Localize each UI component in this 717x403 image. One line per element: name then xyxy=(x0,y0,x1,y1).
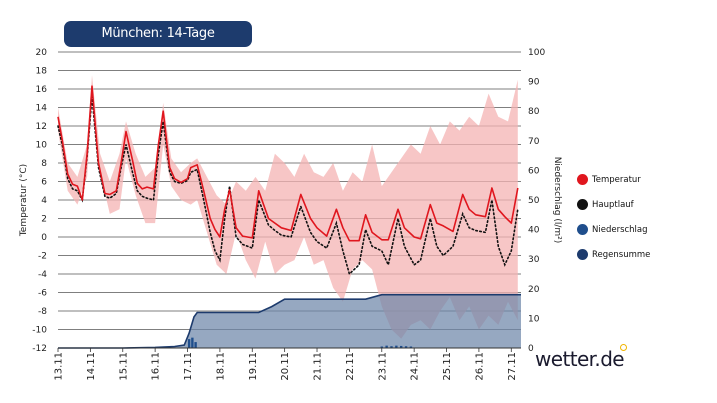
x-tick-label: 15.11 xyxy=(118,352,129,381)
niederschlag-bar xyxy=(380,346,383,348)
right-tick-label: 70 xyxy=(528,137,540,147)
right-tick-label: 50 xyxy=(528,196,540,206)
x-tick-label: 19.11 xyxy=(248,352,259,381)
right-axis-label: Niederschlag (l/m²) xyxy=(552,157,562,244)
left-tick-label: 6 xyxy=(41,178,47,188)
left-tick-label: 8 xyxy=(41,159,47,169)
temperature-spread-band xyxy=(58,75,518,339)
regensumme-area xyxy=(58,294,521,348)
temperature-swatch-icon xyxy=(577,174,588,185)
chart-title: München: 14-Tage Wettertrend xyxy=(64,21,252,67)
right-tick-label: 60 xyxy=(528,166,540,176)
left-tick-label: 18 xyxy=(36,67,48,77)
wetter-de-logo[interactable]: wetter.de xyxy=(535,347,625,371)
left-tick-label: -6 xyxy=(38,289,47,299)
x-tick-label: 21.11 xyxy=(313,352,324,381)
logo-sun-icon xyxy=(620,344,627,351)
niederschlag-bar xyxy=(191,337,194,348)
temperature-line xyxy=(57,85,519,242)
x-tick-label: 26.11 xyxy=(474,352,485,381)
left-tick-label: 14 xyxy=(36,104,48,114)
left-tick-label: 16 xyxy=(36,85,48,95)
legend: Temperatur Hauptlauf Niederschlag Regens… xyxy=(577,174,650,274)
legend-item-niederschlag: Niederschlag xyxy=(577,224,650,235)
niederschlag-bar xyxy=(187,339,191,348)
x-tick-label: 13.11 xyxy=(54,352,65,381)
left-tick-label: 0 xyxy=(41,233,47,243)
niederschlag-bar xyxy=(390,346,393,348)
niederschlag-bar xyxy=(385,345,388,348)
niederschlag-bar xyxy=(404,346,408,348)
right-tick-label: 20 xyxy=(528,285,540,295)
left-tick-label: 2 xyxy=(41,215,47,225)
regensumme-line xyxy=(58,293,521,349)
left-tick-label: -2 xyxy=(38,252,47,262)
x-tick-label: 23.11 xyxy=(377,352,388,381)
legend-label: Niederschlag xyxy=(592,224,648,235)
x-tick-label: 22.11 xyxy=(345,352,356,381)
niederschlag-bar xyxy=(395,345,398,348)
right-tick-label: 100 xyxy=(528,48,545,58)
niederschlag-bars xyxy=(187,337,413,348)
x-tick-label: 25.11 xyxy=(442,352,453,381)
x-tick-label: 17.11 xyxy=(183,352,194,381)
x-tick-label: 14.11 xyxy=(86,352,97,381)
regensumme-swatch-icon xyxy=(577,249,588,260)
left-tick-label: -12 xyxy=(32,344,47,354)
legend-item-hauptlauf: Hauptlauf xyxy=(577,199,650,210)
left-tick-label: 12 xyxy=(36,122,47,132)
left-tick-label: 20 xyxy=(36,48,48,58)
niederschlag-bar xyxy=(194,342,197,348)
x-tick-label: 27.11 xyxy=(507,352,518,381)
legend-label: Temperatur xyxy=(592,174,641,185)
left-tick-label: -4 xyxy=(38,270,47,280)
hauptlauf-swatch-icon xyxy=(577,199,588,210)
x-axis-ticks: 13.11 14.11 15.11 16.11 17.11 18.11 19.11 20.11… xyxy=(54,348,518,381)
x-tick-label: 20.11 xyxy=(280,352,291,381)
left-axis-label: Temperatur (°C) xyxy=(19,164,29,237)
legend-item-regensumme: Regensumme xyxy=(577,249,650,260)
right-tick-label: 80 xyxy=(528,107,540,117)
x-tick-label: 24.11 xyxy=(410,352,421,381)
legend-label: Regensumme xyxy=(592,249,651,260)
left-tick-label: -10 xyxy=(32,326,47,336)
x-tick-label: 18.11 xyxy=(215,352,226,381)
niederschlag-swatch-icon xyxy=(577,224,588,235)
niederschlag-bar xyxy=(409,346,413,348)
right-tick-label: 0 xyxy=(528,344,534,354)
niederschlag-bar xyxy=(400,345,403,348)
right-tick-label: 30 xyxy=(528,255,540,265)
legend-label: Hauptlauf xyxy=(592,199,634,210)
legend-item-temperatur: Temperatur xyxy=(577,174,650,185)
right-tick-label: 10 xyxy=(528,314,540,324)
right-tick-label: 90 xyxy=(528,78,540,88)
left-tick-label: 4 xyxy=(41,196,47,206)
x-tick-label: 16.11 xyxy=(151,352,162,381)
right-tick-label: 40 xyxy=(528,226,540,236)
left-tick-label: -8 xyxy=(38,307,47,317)
left-tick-label: 10 xyxy=(36,141,48,151)
